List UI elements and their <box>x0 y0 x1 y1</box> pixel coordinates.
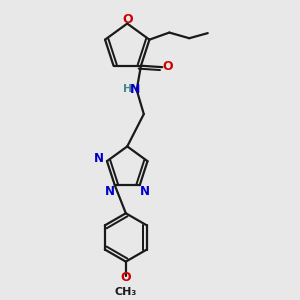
Text: O: O <box>121 271 131 284</box>
Text: N: N <box>140 185 149 198</box>
Text: H: H <box>123 84 132 94</box>
Text: N: N <box>94 152 104 165</box>
Text: CH₃: CH₃ <box>115 287 137 297</box>
Text: O: O <box>123 13 134 26</box>
Text: N: N <box>130 82 140 96</box>
Text: O: O <box>162 60 173 73</box>
Text: N: N <box>105 185 115 198</box>
